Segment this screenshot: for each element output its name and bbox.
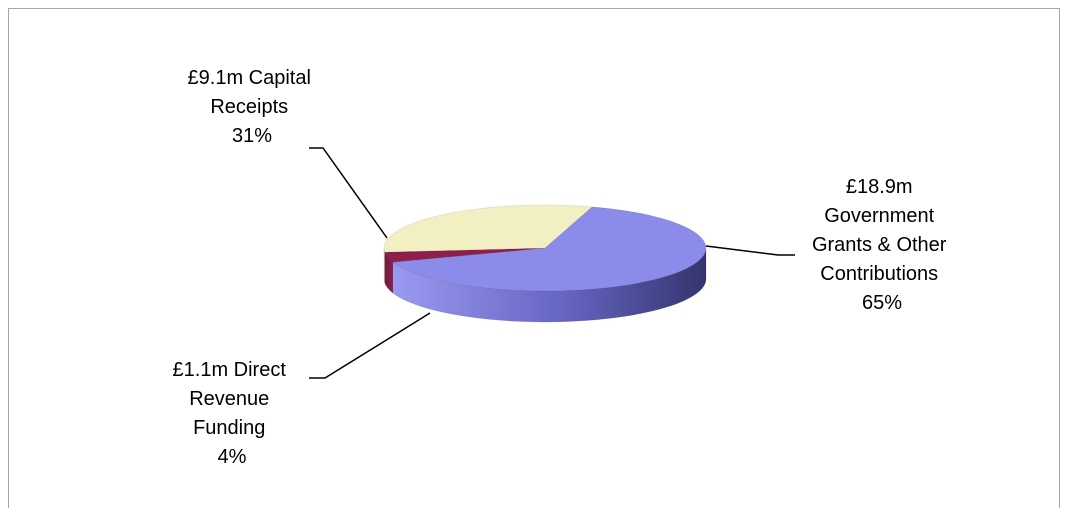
label-direct-revenue-line-4: 4%: [218, 446, 247, 468]
label-government-grants-line-1: £18.9m: [846, 176, 913, 198]
label-direct-revenue-line-3: Funding: [193, 417, 265, 439]
leader-line-direct-revenue: [309, 312, 431, 379]
leader-line-government-grants: [705, 245, 795, 256]
label-direct-revenue-line-1: £1.1m Direct: [173, 359, 287, 381]
label-government-grants-line-5: 65%: [862, 292, 902, 314]
label-capital-receipts: £9.1m Capital Receipts 31%: [188, 67, 317, 147]
pie-group: [383, 204, 707, 323]
label-government-grants-line-3: Grants & Other: [812, 234, 947, 256]
pie-slice-direct-revenue-funding: [384, 247, 546, 263]
label-government-grants: £18.9m Government Grants & Other Contrib…: [812, 176, 952, 314]
label-government-grants-line-2: Government: [824, 205, 934, 227]
label-capital-receipts-line-2: Receipts: [210, 96, 288, 118]
leader-line-capital-receipts: [309, 147, 388, 239]
pie-slice-capital-receipts: [383, 204, 593, 253]
label-direct-revenue: £1.1m Direct Revenue Funding 4%: [173, 359, 292, 468]
label-capital-receipts-line-1: £9.1m Capital: [188, 67, 311, 89]
label-capital-receipts-line-3: 31%: [232, 125, 272, 147]
label-direct-revenue-line-2: Revenue: [189, 388, 269, 410]
pie-slice-government-grants-other-contributions: [392, 206, 707, 292]
label-government-grants-line-4: Contributions: [820, 263, 938, 285]
